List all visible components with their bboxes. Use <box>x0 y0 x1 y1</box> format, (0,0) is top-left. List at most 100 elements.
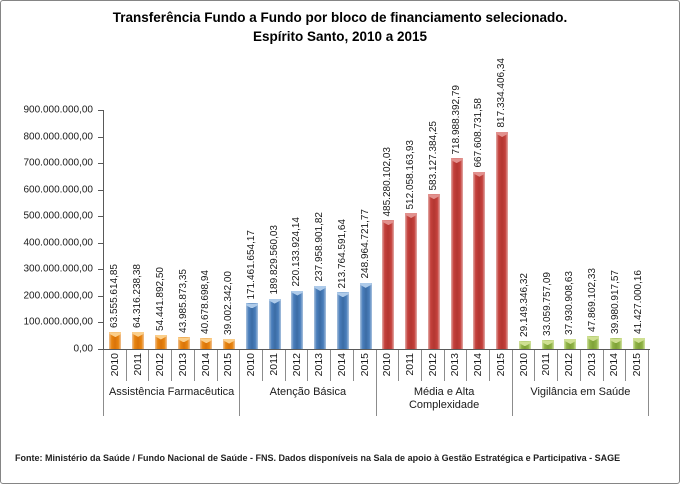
bar-slot: 43.985.873,35 <box>172 110 195 349</box>
bar-group: 171.461.654,17 189.829.560,03 220.133.924,… <box>241 110 378 349</box>
year-cell: 2010 <box>104 350 126 381</box>
bar <box>473 171 486 349</box>
plot-area: 63.555.614,85 64.316.238,38 54.441.892,50 4… <box>98 58 650 350</box>
y-axis-tick-label: 100.000.000,00 <box>23 316 93 328</box>
year-cell: 2010 <box>513 350 535 381</box>
y-axis-tick-mark <box>98 322 103 324</box>
year-cell: 2015 <box>352 350 376 381</box>
year-cell: 2011 <box>125 350 149 381</box>
bar-slot: 40.678.698,94 <box>195 110 218 349</box>
bar-value-label: 47.869.102,33 <box>587 268 599 333</box>
year-cell: 2013 <box>307 350 330 381</box>
group-label: Média e Alta Complexidade <box>408 386 480 411</box>
bar-value-label: 248.964.721,77 <box>359 209 371 279</box>
bar-value-label: 37.930.908,63 <box>564 270 576 335</box>
year-tick-label: 2011 <box>540 353 553 376</box>
year-cell: 2012 <box>557 350 580 381</box>
y-axis-tick-mark <box>98 242 103 244</box>
y-axis-tick-mark <box>98 269 103 271</box>
x-axis-group: 2010 2011 2012 2013 2014 2015 Atenção Básica <box>240 350 377 416</box>
bar-value-label: 485.280.102,03 <box>382 146 394 217</box>
year-cell: 2012 <box>284 350 308 381</box>
bar-slot: 485.280.102,03 <box>377 110 400 349</box>
bar-slot: 64.316.238,38 <box>127 110 150 349</box>
year-cell: 2011 <box>534 350 557 381</box>
bar-slot: 583.127.384,25 <box>423 110 446 349</box>
chart-title-line1: Transferência Fundo a Fundo por bloco de… <box>112 10 568 25</box>
bar <box>132 331 145 349</box>
year-tick-label: 2013 <box>176 353 189 377</box>
year-tick-label: 2010 <box>381 353 394 377</box>
source-note: Fonte: Ministério da Saúde / Fundo Nacio… <box>15 453 621 463</box>
bar-slot: 817.334.406,34 <box>491 58 514 349</box>
bar-slot: 47.869.102,33 <box>582 110 605 349</box>
y-axis-tick-mark <box>98 295 103 297</box>
year-tick-label: 2013 <box>585 353 598 377</box>
year-cell: 2013 <box>171 350 194 381</box>
bar <box>177 337 190 349</box>
bar-slot: 220.133.924,14 <box>286 110 309 349</box>
x-axis-group: 2010 2011 2012 2013 2014 2015 Assistência Farm… <box>103 350 241 416</box>
y-axis-tick-mark <box>98 136 103 138</box>
y-axis-tick-label: 0,00 <box>73 343 93 355</box>
bar-slot: 237.958.901,82 <box>309 110 332 349</box>
bar-slot: 667.608.731,58 <box>468 98 491 349</box>
year-cell: 2012 <box>148 350 171 381</box>
bar <box>314 285 327 349</box>
bar <box>382 220 395 349</box>
year-cell: 2014 <box>193 350 217 381</box>
bar-slot: 171.461.654,17 <box>241 110 264 349</box>
group-label: Atenção Básica <box>269 386 347 398</box>
bar-group: 63.555.614,85 64.316.238,38 54.441.892,50 4… <box>104 110 241 349</box>
y-axis-tick-label: 300.000.000,00 <box>23 263 93 275</box>
year-cell: 2014 <box>602 350 626 381</box>
bar <box>336 292 349 349</box>
bar <box>223 338 236 349</box>
x-axis-group: 2010 2011 2012 2013 2014 2015 Média e Alta Com… <box>377 350 513 416</box>
year-tick-label: 2014 <box>608 353 621 377</box>
bar <box>609 338 622 349</box>
year-cell: 2010 <box>240 350 262 381</box>
bar-slot: 248.964.721,77 <box>354 110 377 349</box>
bar-value-label: 41.427.000,16 <box>632 270 644 334</box>
bar-slot: 718.988.392,79 <box>445 85 468 349</box>
y-axis-tick-label: 800.000.000,00 <box>23 131 93 143</box>
year-tick-label: 2013 <box>449 353 462 377</box>
bar-value-label: 667.608.731,58 <box>473 98 485 168</box>
bar-slot: 189.829.560,03 <box>263 110 286 349</box>
bar <box>427 194 440 349</box>
year-cell: 2014 <box>466 350 489 381</box>
year-cell: 2011 <box>398 350 421 381</box>
y-axis-tick-label: 200.000.000,00 <box>23 290 93 302</box>
bar <box>450 158 463 349</box>
y-axis-tick-label: 500.000.000,00 <box>23 210 93 222</box>
year-tick-label: 2011 <box>131 353 144 376</box>
year-tick-label: 2015 <box>222 353 235 377</box>
bar <box>632 338 645 349</box>
bar-slot: 41.427.000,16 <box>627 110 650 349</box>
y-axis-tick-label: 400.000.000,00 <box>23 237 93 249</box>
y-axis-tick-mark <box>98 110 103 111</box>
bar-slot: 37.930.908,63 <box>559 110 582 349</box>
year-tick-label: 2013 <box>313 353 326 377</box>
bar-value-label: 583.127.384,25 <box>427 120 439 191</box>
y-axis-tick-label: 600.000.000,00 <box>23 184 93 196</box>
year-cell: 2013 <box>443 350 467 381</box>
bar <box>405 213 418 349</box>
bar-slot: 29.149.346,32 <box>514 110 537 349</box>
bar-value-label: 40.678.698,94 <box>200 270 212 335</box>
bar-slot: 39.002.342,00 <box>218 110 241 349</box>
bar-slot: 39.980.917,57 <box>605 110 628 349</box>
bar-slot: 213.764.591,64 <box>332 110 355 349</box>
year-tick-label: 2010 <box>517 353 530 377</box>
bar-value-label: 63.555.614,85 <box>109 264 121 329</box>
bar <box>541 340 554 349</box>
bar-value-label: 29.149.346,32 <box>518 273 530 338</box>
year-tick-label: 2014 <box>472 353 485 377</box>
bar <box>587 336 600 349</box>
year-tick-label: 2012 <box>290 353 303 377</box>
bar-value-label: 64.316.238,38 <box>132 263 144 328</box>
bar <box>268 298 281 349</box>
bar <box>200 338 213 349</box>
